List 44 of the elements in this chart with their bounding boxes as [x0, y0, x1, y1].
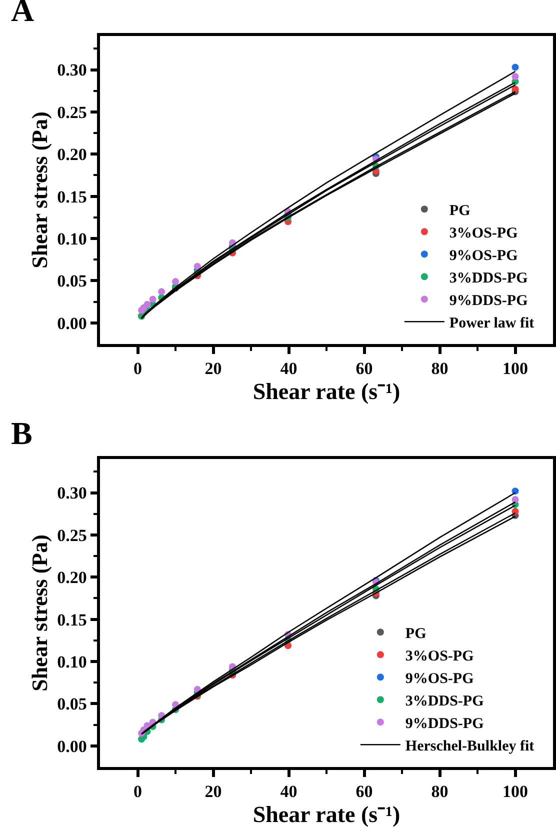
legend-label: 3%DDS-PG [405, 693, 484, 710]
y-tick-label: 0.25 [57, 102, 87, 122]
legend-label: Herschel-Bulkley fit [405, 738, 534, 754]
legend-label: 9%DDS-PG [449, 292, 528, 309]
x-tick-label: 40 [280, 782, 298, 802]
y-tick-label: 0.15 [57, 187, 87, 206]
legend-label: 3%OS-PG [449, 225, 518, 242]
legend-label: 3%OS-PG [405, 648, 474, 664]
x-tick-label: 60 [356, 359, 373, 378]
legend-label: Power law fit [449, 315, 534, 332]
x-tick-label: 80 [431, 782, 448, 802]
y-tick-label: 0.20 [57, 568, 87, 588]
x-tick-label: 0 [134, 782, 142, 802]
y-tick-label: 0.00 [57, 736, 87, 756]
y-tick-label: 0.15 [57, 610, 87, 630]
x-tick-label: 60 [356, 782, 373, 802]
y-tick-label: 0.10 [57, 229, 87, 248]
y-tick-label: 0.00 [57, 314, 87, 333]
legend-label: 3%DDS-PG [449, 270, 528, 286]
y-tick-label: 0.05 [57, 694, 87, 714]
y-tick-label: 0.05 [57, 272, 87, 291]
legend-label: PG [449, 202, 471, 219]
y-tick-label: 0.20 [57, 145, 87, 164]
x-tick-label: 100 [502, 359, 528, 378]
y-tick-label: 0.25 [57, 526, 87, 545]
y-tick-label: 0.30 [57, 484, 87, 503]
x-axis-title: Shear rate (s⁻¹) [252, 378, 400, 404]
x-tick-label: 0 [134, 359, 142, 378]
y-tick-label: 0.10 [57, 652, 87, 672]
x-tick-label: 20 [204, 359, 222, 378]
y-axis-title: Shear stress (Pa) [26, 112, 52, 268]
legend-label: 9%OS-PG [449, 248, 518, 264]
x-tick-label: 20 [204, 782, 222, 802]
legend-label: 9%OS-PG [405, 670, 474, 687]
x-tick-label: 40 [280, 359, 298, 378]
x-tick-label: 80 [431, 359, 448, 378]
chart-title: A [11, 0, 34, 28]
legend-label: 9%DDS-PG [405, 716, 484, 732]
chart-title: B [11, 415, 32, 451]
x-tick-label: 100 [502, 782, 528, 802]
y-axis-title: Shear stress (Pa) [26, 534, 52, 692]
x-axis-title: Shear rate (s⁻¹) [252, 802, 400, 827]
legend-label: PG [405, 626, 427, 642]
y-tick-label: 0.30 [57, 60, 87, 80]
